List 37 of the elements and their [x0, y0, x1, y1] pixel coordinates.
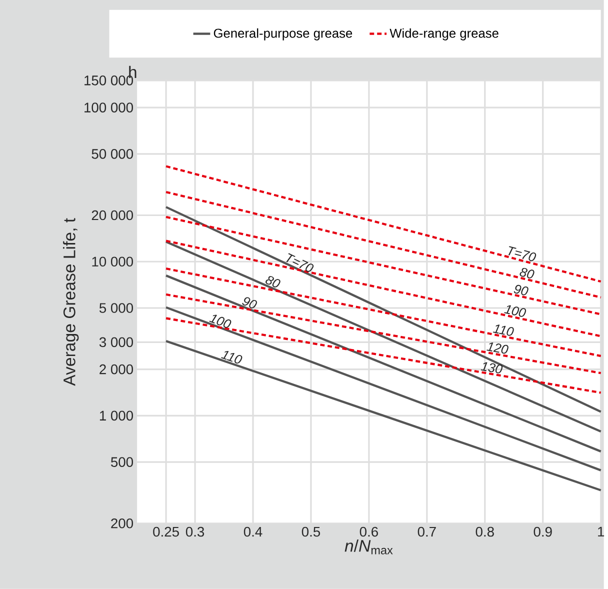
legend-label: Wide-range grease — [390, 28, 498, 40]
x-tick-label: 0.5 — [302, 526, 320, 537]
y-tick-label: 10 000 — [92, 256, 134, 267]
x-tick-label: 0.6 — [360, 526, 378, 537]
x-tick-label: 0.8 — [476, 526, 494, 537]
y-tick-label: 150 000 — [84, 76, 134, 86]
annotation: 130 — [480, 362, 503, 374]
y-tick-label: 5 000 — [99, 303, 134, 313]
annotation: 90 — [514, 284, 528, 296]
y-tick-label: 2 000 — [100, 364, 134, 374]
annotation: 100 — [504, 305, 526, 317]
y-tick-label: 20 000 — [92, 210, 134, 220]
y-tick-label: 1 000 — [100, 410, 134, 421]
annotation: 80 — [266, 276, 280, 288]
x-tick-label: 0.4 — [244, 526, 262, 537]
annotation: T=70 — [508, 246, 536, 262]
annotation: 80 — [520, 268, 534, 278]
x-tick-label: 0.3 — [186, 526, 204, 537]
y-tick-label: 200 — [111, 518, 134, 528]
annotation: 100 — [209, 314, 232, 328]
x-tick-label: 0.25 — [153, 526, 179, 537]
x-tick-label: 1 — [598, 526, 604, 536]
annotation: 120 — [486, 342, 508, 354]
y-axis-title: Average Grease Life, t — [63, 218, 79, 386]
y-tick-label: 50 000 — [92, 149, 134, 159]
text: h — [129, 66, 136, 78]
y-tick-label: 100 000 — [84, 102, 134, 113]
y-tick-label: 3 000 — [99, 337, 134, 348]
annotation: 90 — [242, 297, 257, 308]
annotation: 110 — [492, 324, 514, 336]
x-tick-label: 0.7 — [418, 526, 436, 537]
annotation: T=70 — [286, 253, 314, 272]
x-axis-title: n/N$_{max}$ — [344, 540, 393, 554]
annotation: 110 — [221, 350, 242, 364]
y-tick-label: 500 — [111, 457, 134, 467]
legend-label: General-purpose grease — [214, 28, 352, 40]
x-tick-label: 0.9 — [534, 526, 552, 537]
